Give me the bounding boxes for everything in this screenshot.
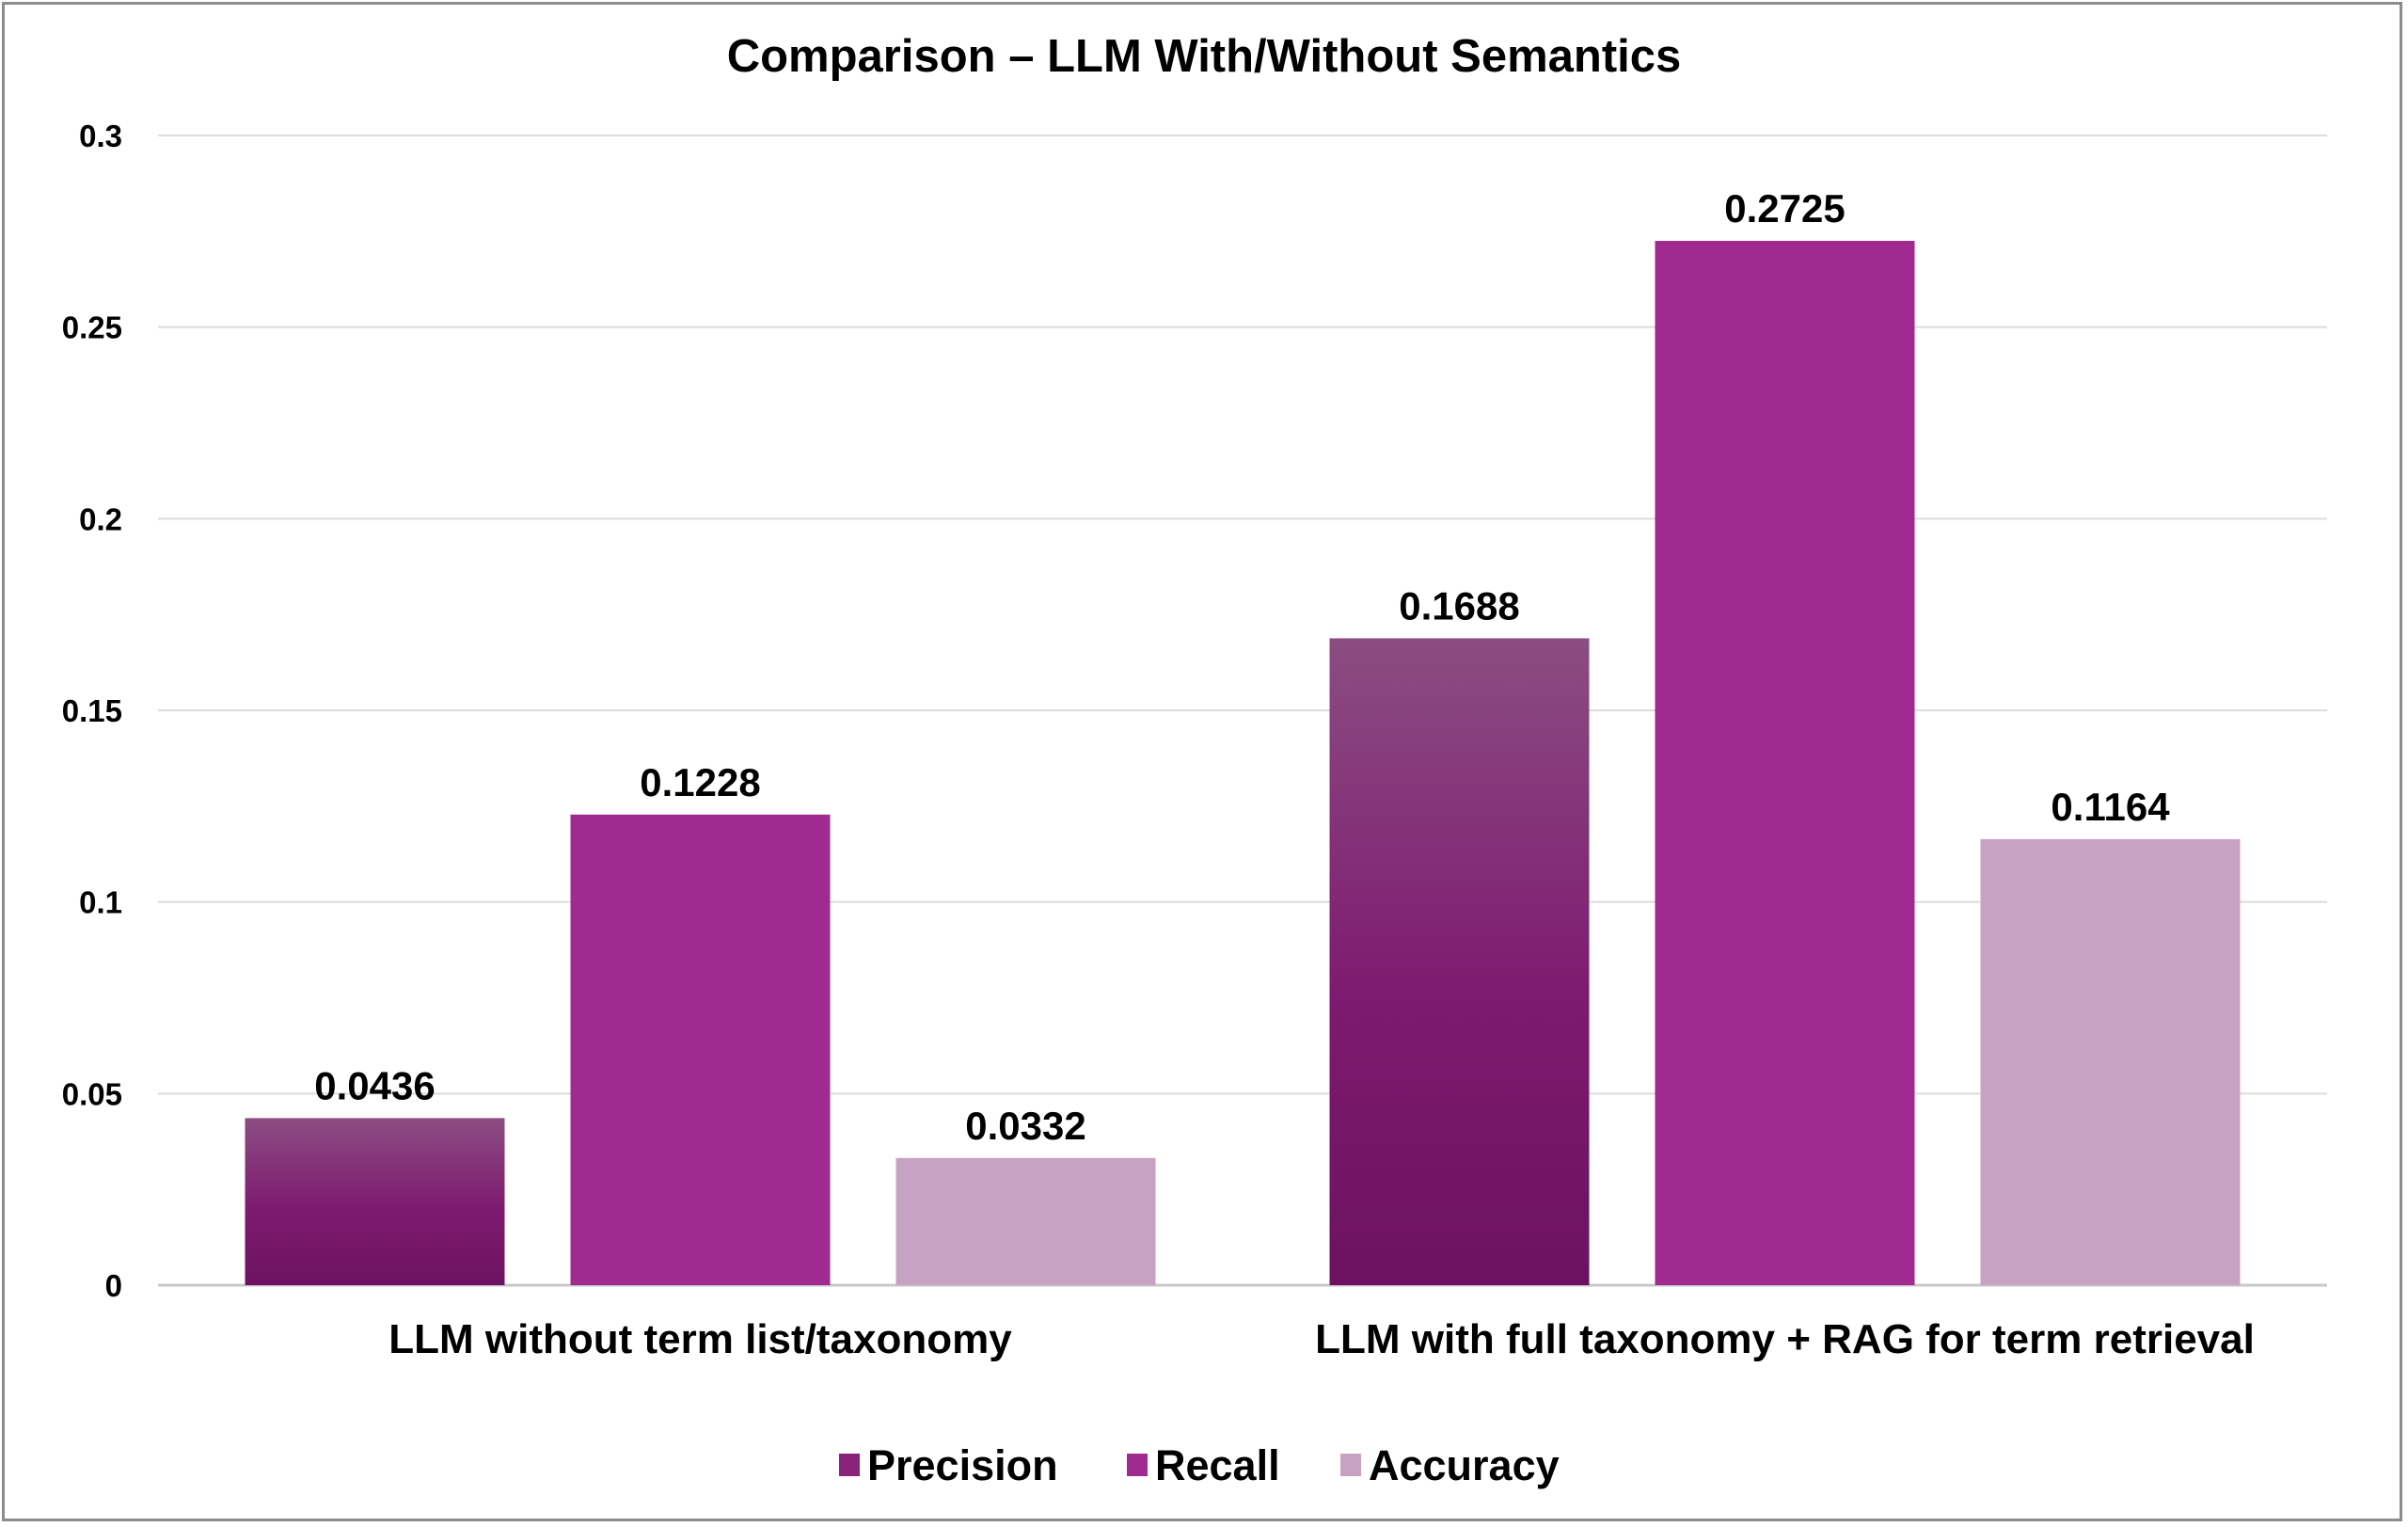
y-tick-label: 0.3 (79, 119, 122, 153)
x-category-label: LLM without term list/taxonomy (388, 1316, 1012, 1362)
legend-swatch-recall (1127, 1454, 1148, 1476)
y-tick-label: 0.1 (79, 885, 122, 920)
legend-label: Precision (867, 1441, 1058, 1489)
bar-precision-1 (1329, 638, 1590, 1285)
legend-swatch-precision (839, 1454, 860, 1476)
y-tick-label: 0.15 (62, 693, 122, 728)
y-tick-label: 0.2 (79, 501, 122, 536)
bar-accuracy-0 (895, 1157, 1156, 1285)
bar-precision-0 (245, 1118, 505, 1285)
data-label: 0.0436 (314, 1063, 435, 1107)
x-category-label: LLM with full taxonomy + RAG for term re… (1315, 1316, 2255, 1362)
data-label: 0.2725 (1724, 186, 1845, 231)
legend-swatch-accuracy (1340, 1454, 1361, 1476)
y-tick-label: 0.25 (62, 310, 122, 345)
data-label: 0.1164 (2051, 785, 2170, 829)
legend-label: Recall (1155, 1441, 1280, 1489)
data-label: 0.1688 (1399, 583, 1519, 628)
bar-recall-1 (1655, 241, 1915, 1286)
legend-label: Accuracy (1369, 1441, 1560, 1489)
bar-recall-0 (570, 814, 831, 1285)
data-label: 0.1228 (640, 760, 760, 804)
y-tick-label: 0.05 (62, 1076, 122, 1111)
bar-accuracy-1 (1980, 838, 2241, 1285)
chart-title: Comparison – LLM With/Without Semantics (727, 31, 1682, 82)
y-tick-label: 0 (105, 1268, 122, 1303)
data-label: 0.0332 (965, 1104, 1085, 1148)
